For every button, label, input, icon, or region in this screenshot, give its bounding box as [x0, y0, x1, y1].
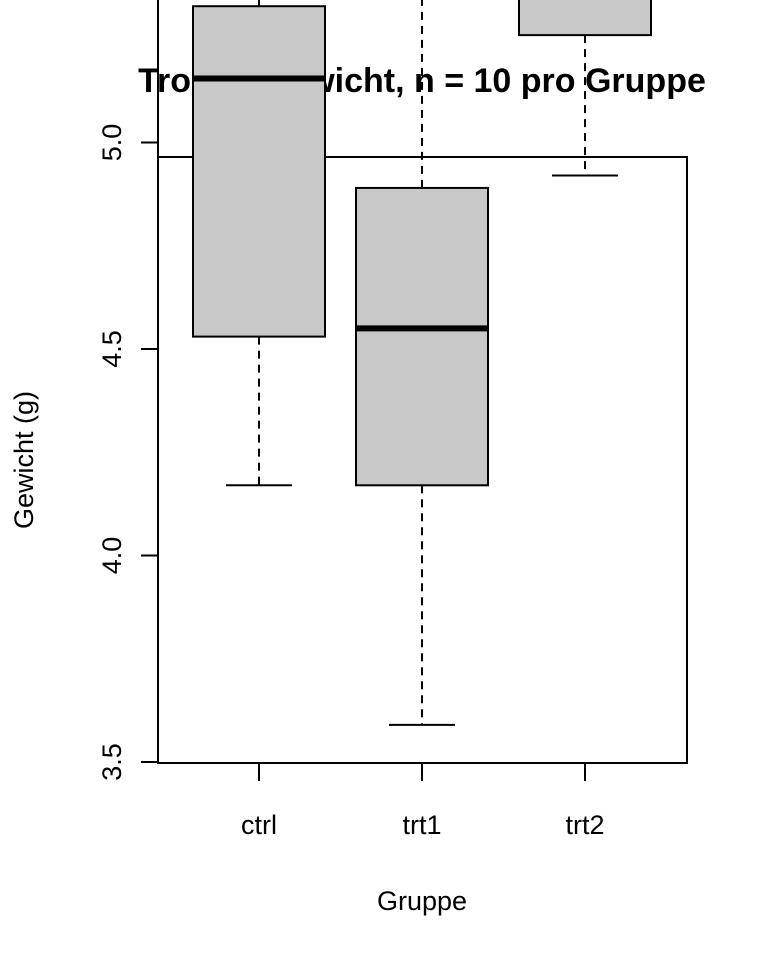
y-tick-label: 3.5 — [97, 743, 127, 781]
x-tick-label: trt1 — [402, 810, 441, 840]
box-trt1 — [355, 0, 489, 726]
iqr-box — [518, 0, 652, 37]
y-tick-label: 4.0 — [97, 537, 127, 575]
x-axis: ctrl trt1 trt2 — [241, 763, 605, 840]
box-ctrl — [192, 0, 326, 487]
box-trt2 — [518, 0, 652, 177]
x-tick-label: ctrl — [241, 810, 277, 840]
y-tick-label: 4.5 — [97, 330, 127, 368]
y-tick-label: 5.0 — [97, 124, 127, 162]
iqr-box — [355, 186, 489, 487]
x-axis-title: Gruppe — [377, 886, 467, 916]
x-tick-label: trt2 — [565, 810, 604, 840]
y-axis: 3.54.04.55.05.56.0 — [97, 0, 159, 781]
boxes — [192, 0, 652, 726]
iqr-box — [192, 5, 326, 338]
y-axis-title: Gewicht (g) — [9, 391, 39, 529]
